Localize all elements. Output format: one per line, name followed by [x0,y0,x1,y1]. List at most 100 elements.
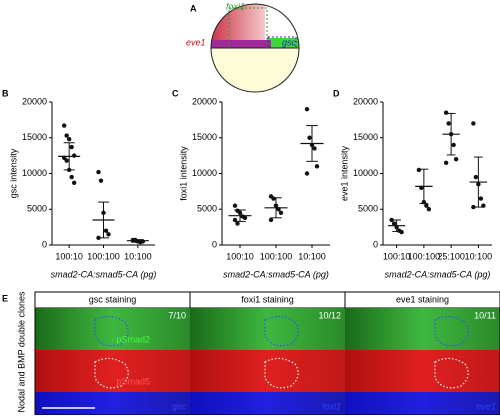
y-axis-label: eve1 intensity [339,145,349,201]
y-tick-label: 10000 [353,168,378,178]
gsc-label: gsc [282,37,297,47]
point [307,135,312,140]
point [478,196,484,201]
x-tick-label: 100:100 [260,251,293,261]
point [96,169,101,175]
vegetal [211,48,299,92]
micrograph [190,392,345,415]
panel-a: A foxi1 eve1 gsc [186,1,300,93]
x-tick-label: 100:10 [383,251,411,261]
panel-letter: C [172,88,179,98]
y-tick-label: 0 [42,239,47,249]
point [426,207,432,212]
point [471,121,476,126]
x-tick-label: 100:100 [408,251,441,261]
point [271,196,276,201]
gene-label: gsc [172,401,187,411]
point [312,146,317,151]
panel-letter: B [2,88,9,98]
y-tick-label: 5000 [358,204,378,214]
gene-label: eve1 [476,401,496,411]
point [69,144,74,150]
x-tick-label: 100:10 [55,251,83,261]
point [391,221,397,226]
y-tick-label: 20000 [353,96,378,106]
panel-letter: E [2,293,8,303]
x-tick-label: 100:10 [226,251,254,261]
point [61,123,67,128]
micrograph [345,350,500,392]
x-axis-label: smad2-CA:smad5-CA (pg) [385,269,491,279]
x-axis-label: smad2-CA:smad5-CA (pg) [51,269,157,279]
point [268,217,274,223]
x-tick-label: 25:100 [437,251,465,261]
channel-label: pSmad5 [116,376,150,386]
point [103,228,109,233]
x-tick-label: 10:100 [298,251,326,261]
y-tick-label: 15000 [22,132,47,142]
x-axis-label: smad2-CA:smad5-CA (pg) [223,269,329,279]
y-tick-label: 5000 [27,204,47,214]
ratio: 7/10 [168,310,186,320]
ratio: 10/12 [318,310,341,320]
panel-letter: A [190,3,197,13]
y-tick-label: 20000 [192,96,217,106]
y-tick-label: 10000 [192,168,217,178]
y-axis-label: foxi1 intensity [178,146,188,201]
channel-label: pSmad2 [116,334,150,344]
point [314,164,320,169]
column-header: foxi1 staining [241,294,294,304]
gsc-domain [268,38,299,48]
point [451,142,456,148]
foxi1-label: foxi1 [226,1,245,11]
y-tick-label: 15000 [353,132,378,142]
embryo [210,3,300,93]
micrograph [345,392,500,415]
point [64,158,69,163]
micrograph [35,392,190,415]
y-tick-label: 5000 [197,204,217,214]
x-tick-label: 10:100 [465,251,493,261]
micrograph [190,350,345,392]
micrograph [345,308,500,350]
point [453,157,459,162]
y-axis-label: gsc intensity [8,148,18,198]
panel-letter: D [333,88,340,98]
point [304,171,310,176]
column-header: eve1 staining [396,294,449,304]
point [473,174,479,180]
column-header: gsc staining [89,294,137,304]
point [446,121,451,126]
micrograph [35,308,190,350]
point [64,133,69,138]
y-tick-label: 10000 [22,168,47,178]
side-label: Nodal and BMP double clones [16,291,26,412]
point [278,210,284,216]
eve1-label: eve1 [186,37,206,47]
point [443,110,449,115]
point [71,180,77,185]
y-tick-label: 15000 [192,132,217,142]
point [106,232,111,237]
point [443,160,449,165]
point [389,217,394,223]
point [69,174,74,180]
micrograph [190,308,345,350]
point [98,178,104,183]
y-tick-label: 20000 [22,96,47,106]
y-tick-label: 0 [212,239,217,249]
point [232,203,238,208]
point [66,136,72,142]
point [399,229,404,235]
ratio: 10/11 [474,310,496,320]
panel-e: E Nodal and BMP double clones gsc staini… [2,291,500,416]
point [235,221,240,226]
point [416,167,422,173]
point [71,153,77,158]
point [304,106,310,112]
charts: B 0 5000 10000 15000 20000 gsc intensity smad2-… [2,88,492,279]
micrograph [35,350,190,392]
gene-label: foxi1 [322,401,341,411]
